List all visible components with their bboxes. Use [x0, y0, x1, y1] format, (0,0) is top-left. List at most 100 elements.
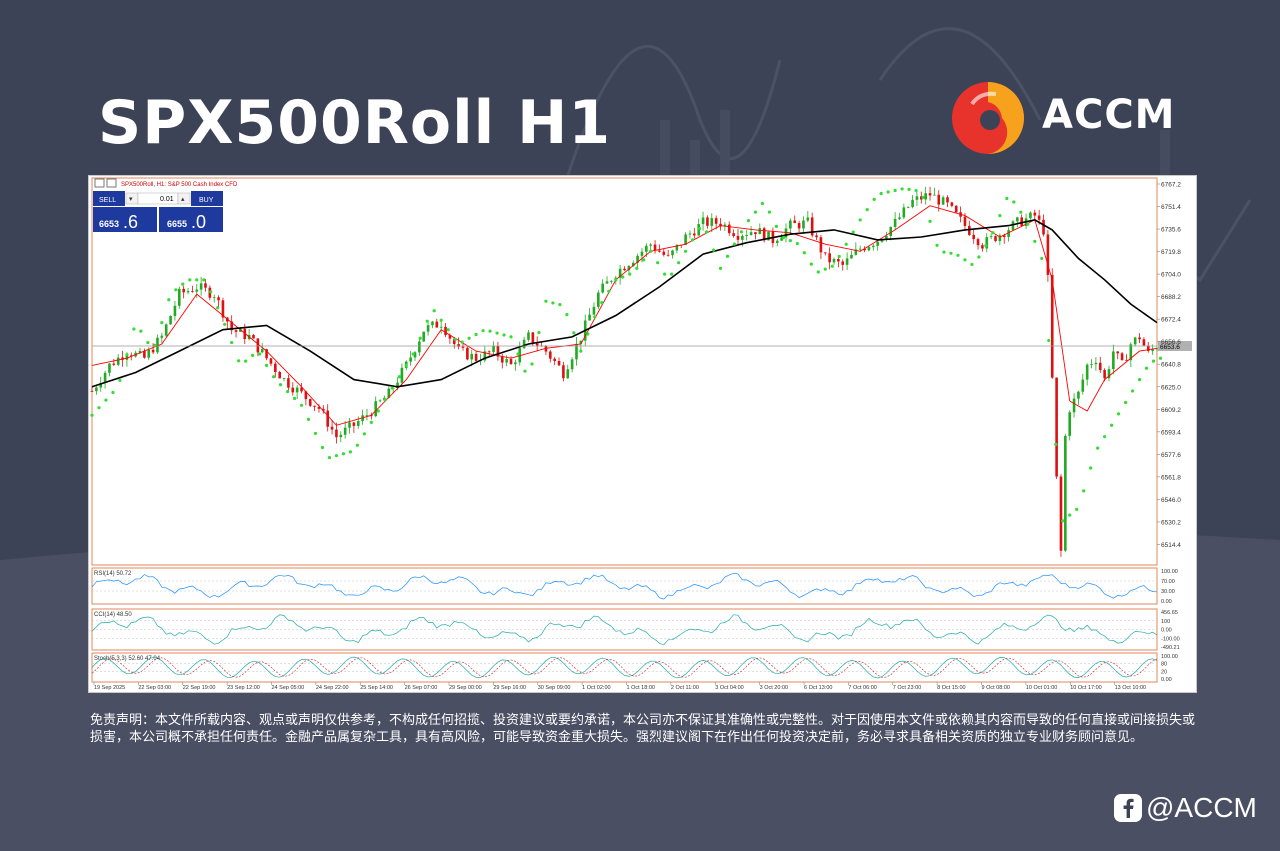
- candle-body: [230, 321, 233, 331]
- sar-dot: [718, 266, 723, 271]
- sar-dot: [837, 254, 841, 259]
- candle-body: [448, 335, 452, 339]
- candle-body: [103, 372, 107, 384]
- lot-increase-button[interactable]: [177, 192, 191, 205]
- candle-body: [985, 237, 989, 249]
- sar-dot: [376, 409, 380, 413]
- candle-body: [876, 241, 879, 246]
- sar-dot: [216, 306, 220, 310]
- candle-body: [287, 378, 290, 388]
- sar-dot: [453, 337, 457, 341]
- candle-body: [116, 357, 120, 365]
- sar-dot: [1005, 196, 1009, 201]
- buy-price-main: 6655: [167, 219, 187, 229]
- sar-dot: [684, 249, 688, 253]
- price-tick-label: 6767.2: [1161, 181, 1181, 188]
- sar-dot: [278, 383, 283, 387]
- candle-body: [326, 410, 330, 427]
- price-chart[interactable]: SPX500Roll, H1: S&P 500 Cash Index CFD 66…: [89, 176, 1196, 692]
- chart-window[interactable]: SPX500Roll, H1: S&P 500 Cash Index CFD 66…: [89, 176, 1196, 692]
- sar-dot: [1116, 412, 1121, 416]
- candle-body: [1151, 349, 1154, 351]
- candle-body: [527, 332, 530, 340]
- candle-body: [823, 252, 827, 254]
- candle-body: [1129, 344, 1133, 361]
- buy-button[interactable]: [191, 191, 223, 206]
- sar-dot: [1040, 256, 1044, 261]
- candle-body: [745, 235, 749, 236]
- candle-body: [1112, 351, 1115, 370]
- sar-dot: [830, 264, 834, 268]
- price-tick-label: 6561.8: [1161, 474, 1181, 481]
- time-tick-label: 10 Oct 17:00: [1070, 685, 1102, 691]
- one-click-trade-panel[interactable]: SELL ▾ 0.01 ▴ BUY 6653 .6 6655 .0: [93, 191, 223, 232]
- price-tick-label: 6625.0: [1161, 384, 1181, 391]
- sar-dot: [1158, 356, 1163, 360]
- sar-dot: [460, 340, 464, 344]
- candle-body: [177, 288, 181, 306]
- candle-body: [701, 217, 705, 225]
- chart-caption: SPX500Roll, H1: S&P 500 Cash Index CFD: [121, 182, 238, 188]
- sar-dot: [858, 218, 862, 222]
- indicator-line: [91, 656, 1158, 679]
- sar-dot: [188, 278, 192, 282]
- candle-body: [972, 234, 975, 240]
- candle-body: [191, 291, 194, 292]
- candle-body: [356, 421, 360, 426]
- slow-moving-average-line: [91, 219, 1158, 388]
- sar-dot: [774, 224, 778, 228]
- sell-button[interactable]: [93, 191, 125, 206]
- sar-dot: [1103, 435, 1107, 439]
- candle-body: [212, 297, 216, 299]
- sar-dot: [299, 403, 304, 407]
- sell-price-box[interactable]: [93, 207, 157, 232]
- candle-body: [413, 352, 417, 358]
- candle-body: [675, 244, 679, 251]
- sar-dot: [1019, 210, 1023, 214]
- sar-dot: [656, 261, 660, 265]
- candle-body: [1077, 391, 1080, 399]
- time-tick-label: 3 Oct 04:00: [715, 685, 743, 691]
- candle-body: [531, 332, 535, 344]
- sar-dot: [195, 278, 199, 282]
- candle-body: [1011, 221, 1015, 231]
- candle-body: [243, 328, 247, 340]
- candle-body: [335, 429, 338, 438]
- candle-body: [330, 426, 334, 430]
- candle-body: [981, 245, 984, 249]
- candle-body: [684, 234, 687, 245]
- price-tick-label: 6514.4: [1161, 542, 1181, 549]
- buy-button-label: BUY: [199, 197, 214, 204]
- candle-body: [666, 254, 670, 256]
- sar-dot: [418, 336, 422, 340]
- candle-body: [1072, 398, 1076, 413]
- sar-dot: [97, 406, 101, 410]
- time-tick-label: 22 Sep 03:00: [138, 685, 171, 691]
- candle-body: [112, 363, 116, 365]
- candle-body: [435, 321, 439, 328]
- candle-body: [1055, 377, 1058, 477]
- candle-body: [90, 391, 94, 392]
- sar-dot: [795, 241, 799, 246]
- sar-dot: [209, 290, 213, 294]
- sar-dot: [237, 359, 241, 363]
- candle-body: [601, 283, 604, 293]
- sar-dot: [1075, 507, 1079, 511]
- candle-body: [994, 236, 997, 241]
- candle-body: [618, 268, 622, 278]
- sell-price-main: 6653: [99, 219, 119, 229]
- candle-body: [164, 324, 168, 336]
- sar-dot: [1137, 378, 1142, 382]
- candle-body: [505, 359, 508, 363]
- chart-icon: [106, 178, 117, 188]
- candle-body: [557, 361, 561, 366]
- candle-body: [365, 415, 369, 417]
- social-handle: @ACCM: [1146, 792, 1257, 823]
- candle-body: [767, 231, 770, 241]
- sar-dot: [663, 272, 667, 276]
- sar-dot: [1130, 389, 1135, 393]
- candle-body: [256, 338, 260, 353]
- buy-price-box[interactable]: [159, 207, 223, 232]
- sar-dot: [1082, 489, 1086, 493]
- sar-dot: [306, 417, 311, 421]
